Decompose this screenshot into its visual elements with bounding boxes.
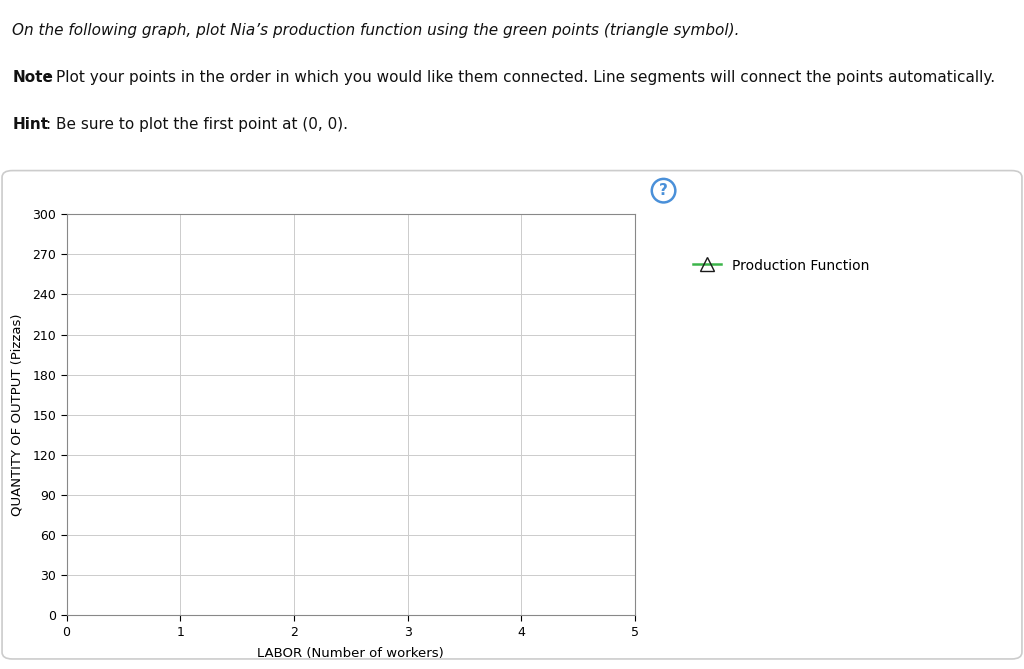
Text: Note: Note (12, 70, 53, 85)
Text: ?: ? (659, 183, 668, 198)
Legend: Production Function: Production Function (687, 253, 874, 278)
Text: : Be sure to plot the first point at (0, 0).: : Be sure to plot the first point at (0,… (46, 117, 348, 132)
Y-axis label: QUANTITY OF OUTPUT (Pizzas): QUANTITY OF OUTPUT (Pizzas) (11, 314, 24, 516)
Text: On the following graph, plot Nia’s production function using the green points (t: On the following graph, plot Nia’s produ… (12, 23, 739, 38)
Text: Hint: Hint (12, 117, 48, 132)
X-axis label: LABOR (Number of workers): LABOR (Number of workers) (257, 647, 444, 660)
Text: : Plot your points in the order in which you would like them connected. Line seg: : Plot your points in the order in which… (46, 70, 995, 85)
